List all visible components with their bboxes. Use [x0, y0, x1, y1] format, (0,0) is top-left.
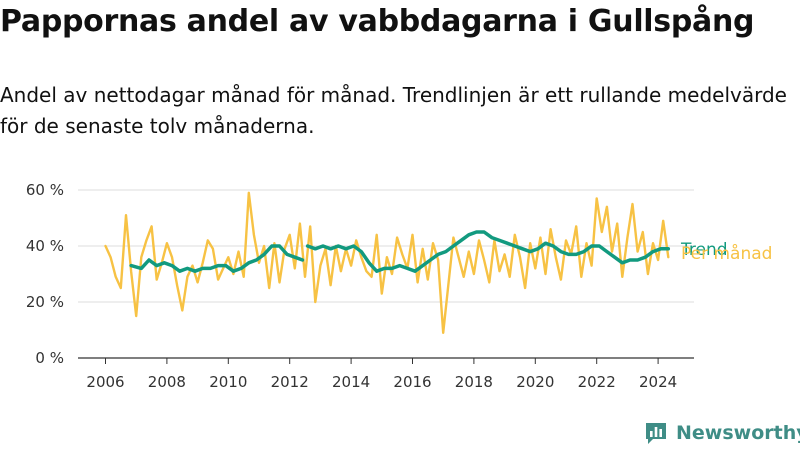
y-tick-label: 40 % — [26, 237, 64, 255]
x-tick-label: 2008 — [148, 373, 186, 391]
y-tick-label: 0 % — [35, 349, 64, 367]
x-tick-label: 2012 — [271, 373, 309, 391]
x-tick-label: 2014 — [332, 373, 370, 391]
y-axis-ticks: 0 % 20 % 40 % 60 % — [26, 181, 64, 367]
x-tick-label: 2024 — [639, 373, 677, 391]
brand-logo: Newsworthy — [644, 418, 800, 448]
newsworthy-logo-icon — [646, 423, 666, 444]
x-tick-label: 2022 — [578, 373, 616, 391]
y-tick-label: 60 % — [26, 181, 64, 199]
x-tick-label: 2018 — [455, 373, 493, 391]
series-line-trend — [305, 230, 671, 273]
y-tick-label: 20 % — [26, 293, 64, 311]
x-tick-label: 2016 — [393, 373, 431, 391]
chart-title: Pappornas andel av vabbdagarna i Gullspå… — [0, 4, 755, 39]
x-tick-label: 2020 — [516, 373, 554, 391]
legend-label: Per månad — [681, 243, 772, 264]
x-tick-label: 2010 — [209, 373, 247, 391]
x-tick-label: 2006 — [86, 373, 124, 391]
series-lines — [104, 191, 671, 334]
series-line-trend — [129, 244, 305, 273]
legend-label: Trend — [680, 240, 728, 260]
chart-subtitle: Andel av nettodagar månad för månad. Tre… — [0, 83, 787, 138]
series-line-per-manad — [104, 191, 670, 334]
brand-name: Newsworthy — [676, 422, 800, 444]
x-axis-ticks: 2006 2008 2010 2012 2014 2016 2018 2020 2022 2024 — [86, 358, 677, 391]
